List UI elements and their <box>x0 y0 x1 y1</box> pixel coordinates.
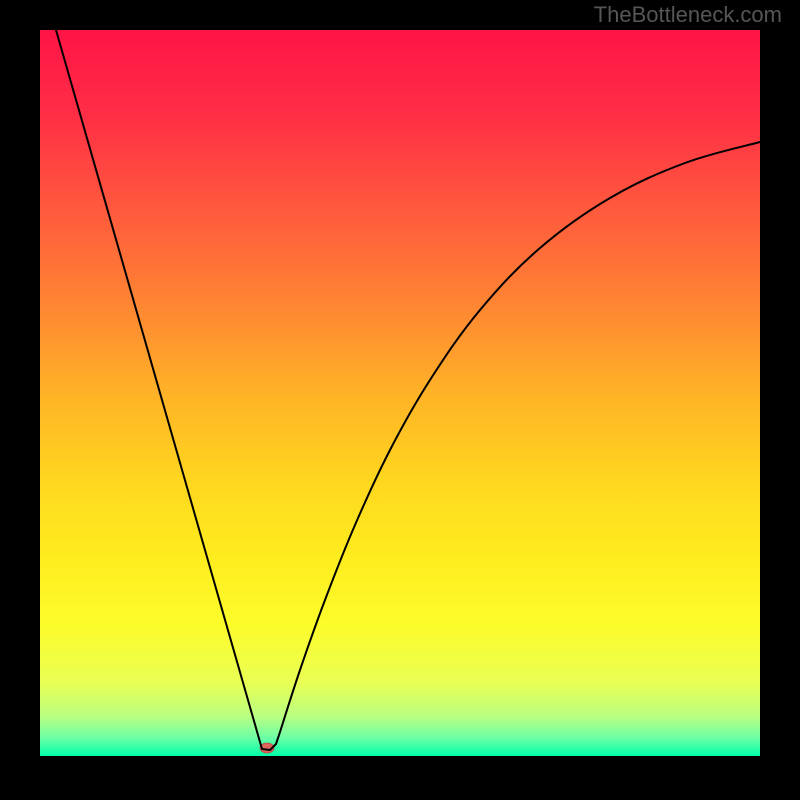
bottleneck-curve-layer <box>0 0 800 800</box>
bottleneck-curve <box>56 30 760 750</box>
bottleneck-chart: TheBottleneck.com <box>0 0 800 800</box>
